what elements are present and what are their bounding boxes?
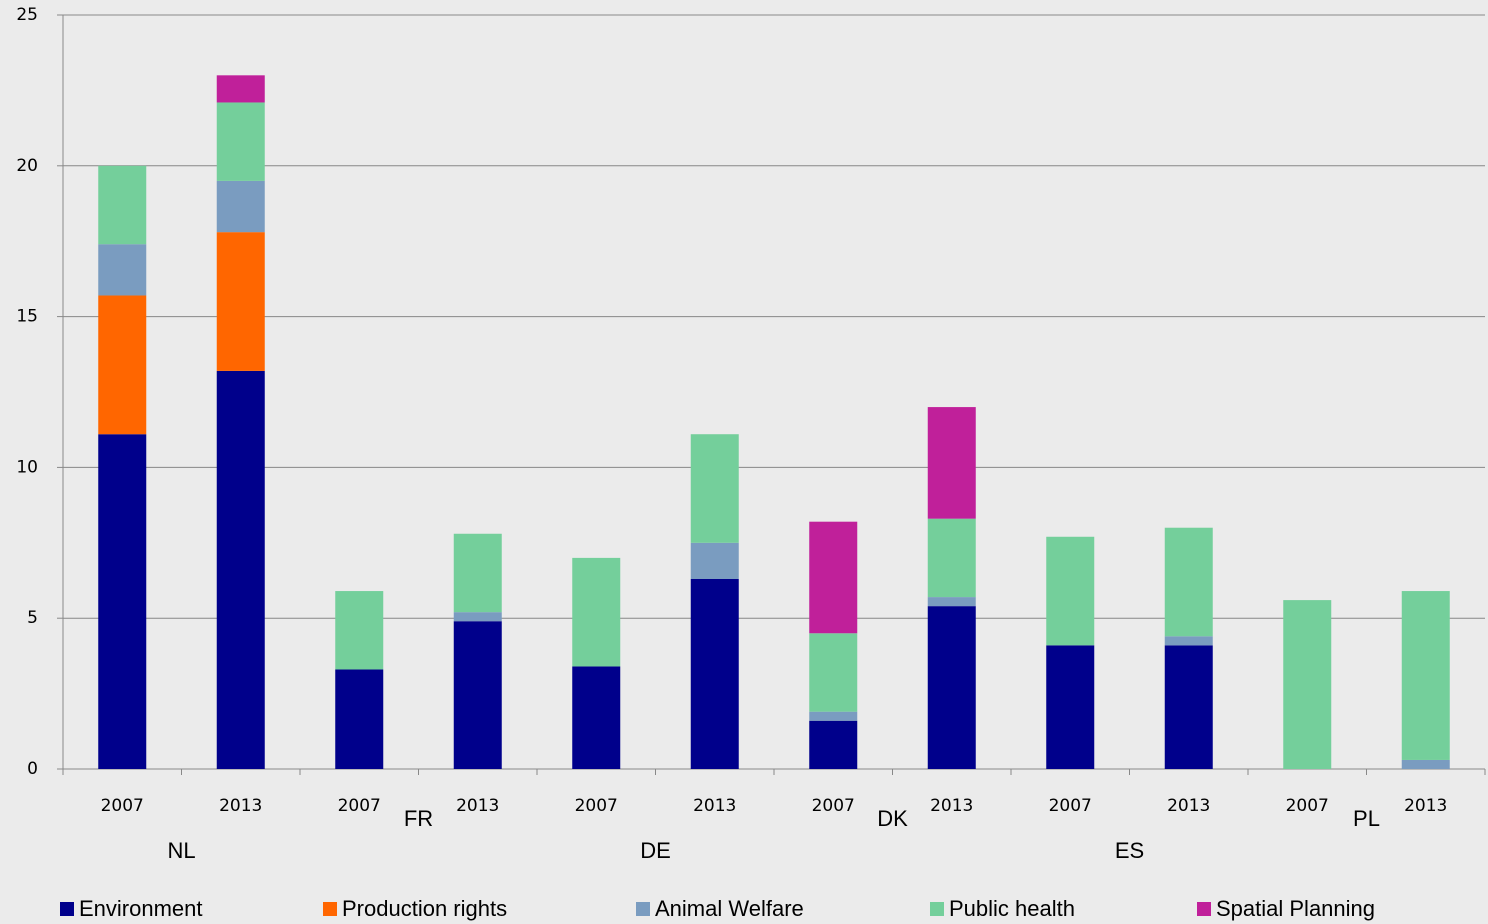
bar-segment: [216, 232, 265, 371]
bar-segment: [453, 612, 502, 622]
bar-segment: [98, 434, 147, 769]
bar-segment: [98, 165, 147, 245]
bar-segment: [809, 633, 858, 712]
legend-swatch: [323, 902, 337, 916]
bar-segment: [927, 407, 976, 519]
y-tick-label: 20: [16, 156, 38, 176]
bar-segment: [1401, 591, 1450, 760]
bar-segment: [98, 295, 147, 435]
bar-segment: [1401, 759, 1450, 769]
bar-segment: [1164, 636, 1213, 646]
y-tick-label: 25: [16, 5, 38, 25]
bar-segment: [690, 578, 739, 769]
group-label: ES: [1115, 838, 1144, 863]
legend-label: Production rights: [342, 896, 507, 921]
legend-label: Animal Welfare: [655, 896, 804, 921]
x-tick-label: 2013: [1167, 796, 1210, 816]
bar-segment: [1164, 645, 1213, 769]
bar-segment: [216, 75, 265, 103]
legend-swatch: [60, 902, 74, 916]
x-tick-label: 2007: [575, 796, 618, 816]
bar-segment: [453, 621, 502, 769]
legend-swatch: [930, 902, 944, 916]
bar-segment: [690, 542, 739, 579]
legend-swatch: [636, 902, 650, 916]
x-tick-label: 2007: [338, 796, 381, 816]
group-label: FR: [404, 806, 433, 831]
x-tick-label: 2013: [930, 796, 973, 816]
y-tick-label: 5: [27, 608, 38, 628]
group-label: DE: [640, 838, 671, 863]
bar-segment: [98, 244, 147, 296]
bar-segment: [690, 434, 739, 543]
x-tick-label: 2007: [1286, 796, 1329, 816]
bar-segment: [216, 102, 265, 181]
x-tick-label: 2013: [456, 796, 499, 816]
x-tick-label: 2007: [1049, 796, 1092, 816]
y-tick-label: 0: [27, 759, 38, 779]
bar-segment: [572, 666, 621, 769]
group-label: PL: [1353, 806, 1380, 831]
group-label: NL: [167, 838, 195, 863]
bar-segment: [572, 557, 621, 667]
y-tick-label: 15: [16, 307, 38, 327]
legend-swatch: [1197, 902, 1211, 916]
x-tick-label: 2013: [693, 796, 736, 816]
x-tick-label: 2013: [219, 796, 262, 816]
bar-segment: [335, 669, 384, 769]
x-tick-label: 2007: [812, 796, 855, 816]
bar-segment: [1046, 645, 1095, 769]
bar-segment: [927, 606, 976, 769]
legend-label: Public health: [949, 896, 1075, 921]
bar-segment: [335, 591, 384, 670]
bar-segment: [1046, 536, 1095, 646]
bar-segment: [927, 597, 976, 607]
legend-label: Environment: [79, 896, 203, 921]
bar-segment: [1164, 527, 1213, 637]
bar-segment: [216, 180, 265, 233]
y-tick-label: 10: [16, 457, 38, 477]
bar-segment: [809, 720, 858, 769]
bar-segment: [1283, 600, 1332, 769]
bar-segment: [809, 521, 858, 634]
group-label: DK: [877, 806, 908, 831]
bar-segment: [453, 533, 502, 613]
bar-segment: [809, 711, 858, 721]
x-tick-label: 2013: [1404, 796, 1447, 816]
bar-segment: [216, 370, 265, 769]
bar-segment: [927, 518, 976, 598]
x-tick-label: 2007: [101, 796, 144, 816]
legend-label: Spatial Planning: [1216, 896, 1375, 921]
